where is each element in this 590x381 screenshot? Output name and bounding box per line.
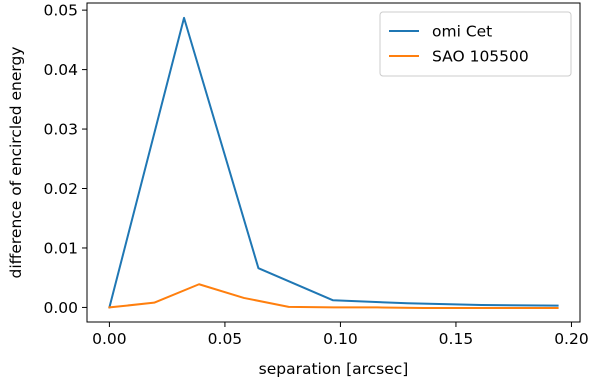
y-tick-label: 0.04 — [43, 61, 78, 79]
legend-label: SAO 105500 — [432, 48, 529, 66]
y-tick-label: 0.05 — [43, 2, 78, 20]
y-axis-label: difference of encircled energy — [7, 47, 25, 279]
x-axis: 0.00 0.05 0.10 0.15 0.20 — [92, 322, 589, 348]
legend-label: omi Cet — [432, 23, 492, 41]
y-tick-label: 0.03 — [43, 121, 78, 139]
legend: omi Cet SAO 105500 — [379, 11, 572, 77]
plot-frame — [86, 2, 581, 323]
x-tick-label: 0.20 — [554, 330, 589, 348]
x-tick-label: 0.10 — [323, 330, 358, 348]
y-tick-label: 0.00 — [43, 299, 78, 317]
legend-box — [379, 11, 572, 77]
y-tick-label: 0.01 — [43, 239, 78, 257]
y-axis: 0.00 0.01 0.02 0.03 0.04 0.05 — [43, 2, 87, 317]
series-line-1 — [108, 16, 559, 309]
series-line-2 — [108, 283, 559, 310]
y-tick-label: 0.02 — [43, 180, 78, 198]
x-tick-label: 0.00 — [92, 330, 127, 348]
x-axis-label: separation [arcsec] — [259, 360, 409, 378]
x-tick-label: 0.15 — [439, 330, 474, 348]
series-layer — [108, 16, 559, 310]
x-tick-label: 0.05 — [208, 330, 243, 348]
